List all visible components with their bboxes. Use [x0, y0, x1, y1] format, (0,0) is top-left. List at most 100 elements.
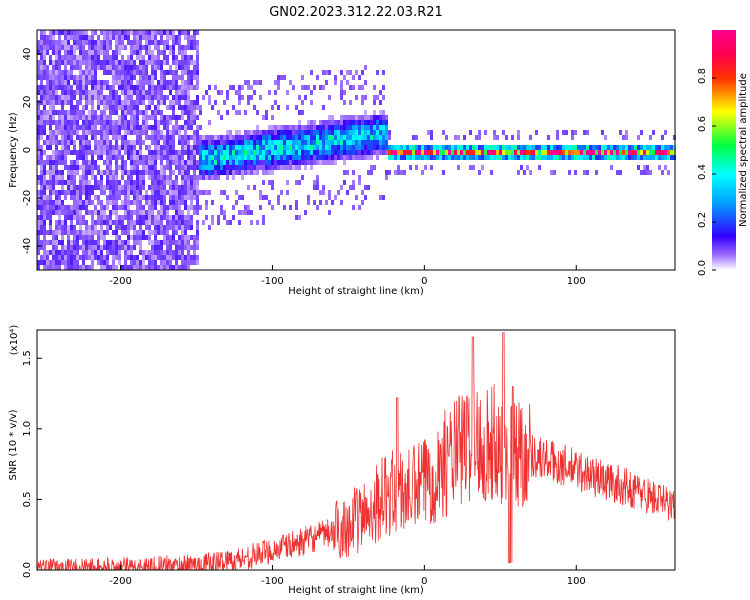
- spectrogram-cell: [544, 155, 547, 160]
- spectrogram-cell: [238, 160, 241, 165]
- spectrogram-cell: [148, 250, 151, 255]
- spectrogram-cell: [43, 110, 46, 115]
- spectrogram-cell: [628, 155, 631, 160]
- spectrogram-cell: [58, 35, 61, 40]
- spectrogram-cell: [151, 160, 154, 165]
- spectrogram-cell: [115, 100, 118, 105]
- spectrogram-cell: [79, 225, 82, 230]
- spectrogram-cell: [193, 110, 196, 115]
- spectrogram-cell: [295, 105, 298, 110]
- spectrogram-cell: [100, 180, 103, 185]
- spectrogram-cell: [190, 255, 193, 260]
- spectrogram-cell: [469, 130, 472, 135]
- spectrogram-cell: [346, 130, 349, 135]
- spectrogram-cell: [115, 30, 118, 35]
- spectrogram-cell: [340, 95, 343, 100]
- spectrogram-cell: [526, 165, 529, 170]
- spectrogram-cell: [169, 265, 172, 270]
- spectrogram-cell: [214, 175, 217, 180]
- spectrogram-cell: [217, 160, 220, 165]
- spectrogram-cell: [52, 170, 55, 175]
- spectrogram-cell: [325, 80, 328, 85]
- spectrogram-cell: [112, 200, 115, 205]
- spectrogram-cell: [106, 125, 109, 130]
- spectrogram-cell: [181, 210, 184, 215]
- spectrogram-cell: [655, 145, 658, 150]
- spectrogram-cell: [493, 150, 496, 155]
- spectrogram-cell: [214, 140, 217, 145]
- spectrogram-cell: [490, 170, 493, 175]
- spectrogram-cell: [409, 150, 412, 155]
- spectrogram-cell: [151, 50, 154, 55]
- spectrogram-cell: [190, 120, 193, 125]
- spectrogram-cell: [223, 160, 226, 165]
- spectrogram-cell: [88, 180, 91, 185]
- spectrogram-cell: [502, 145, 505, 150]
- spectrogram-cell: [73, 245, 76, 250]
- spectrogram-cell: [106, 30, 109, 35]
- spectrogram-cell: [325, 135, 328, 140]
- spectrogram-cell: [217, 220, 220, 225]
- spectrogram-cell: [160, 260, 163, 265]
- spectrogram-cell: [508, 145, 511, 150]
- spectrogram-cell: [112, 135, 115, 140]
- spectrogram-cell: [307, 85, 310, 90]
- spectrogram-cell: [133, 195, 136, 200]
- spectrogram-cell: [469, 145, 472, 150]
- spectrogram-cell: [40, 75, 43, 80]
- spectrogram-cell: [136, 220, 139, 225]
- spectrogram-cell: [193, 185, 196, 190]
- spectrogram-cell: [367, 135, 370, 140]
- spectrogram-cell: [223, 135, 226, 140]
- spectrogram-cell: [175, 165, 178, 170]
- spectrogram-cell: [55, 195, 58, 200]
- spectrogram-cell: [43, 260, 46, 265]
- spectrogram-cell: [436, 150, 439, 155]
- spectrogram-cell: [607, 155, 610, 160]
- spectrogram-cell: [121, 125, 124, 130]
- spectrogram-cell: [118, 180, 121, 185]
- spectrogram-cell: [142, 160, 145, 165]
- spectrogram-cell: [208, 155, 211, 160]
- spectrogram-cell: [160, 65, 163, 70]
- spectrogram-cell: [64, 90, 67, 95]
- spectrogram-cell: [424, 150, 427, 155]
- spectrogram-cell: [115, 165, 118, 170]
- spectrogram-cell: [76, 120, 79, 125]
- spectrogram-cell: [91, 95, 94, 100]
- spectrogram-cell: [160, 240, 163, 245]
- spectrogram-cell: [229, 140, 232, 145]
- spectrogram-cell: [511, 155, 514, 160]
- spectrogram-cell: [238, 155, 241, 160]
- spectrogram-cell: [346, 125, 349, 130]
- spectrogram-cell: [187, 160, 190, 165]
- spectrogram-cell: [622, 150, 625, 155]
- spectrogram-cell: [169, 70, 172, 75]
- spectrogram-cell: [40, 95, 43, 100]
- spectrogram-cell: [304, 150, 307, 155]
- spectrogram-cell: [574, 155, 577, 160]
- spectrogram-cell: [355, 115, 358, 120]
- spectrogram-cell: [427, 150, 430, 155]
- spectrogram-cell: [40, 240, 43, 245]
- spectrogram-cell: [43, 265, 46, 270]
- spectrogram-cell: [61, 125, 64, 130]
- spectrogram-cell: [43, 175, 46, 180]
- spectrogram-cell: [250, 145, 253, 150]
- spectrogram-cell: [211, 155, 214, 160]
- spectrogram-cell: [67, 215, 70, 220]
- spectrogram-cell: [433, 150, 436, 155]
- spectrogram-cell: [478, 145, 481, 150]
- spectrogram-cell: [235, 130, 238, 135]
- spectrogram-cell: [478, 135, 481, 140]
- spectrogram-cell: [178, 255, 181, 260]
- spectrogram-cell: [343, 180, 346, 185]
- spectrogram-cell: [64, 135, 67, 140]
- spectrogram-cell: [601, 145, 604, 150]
- spectrogram-cell: [163, 40, 166, 45]
- spectrogram-cell: [346, 115, 349, 120]
- spectrogram-cell: [37, 200, 40, 205]
- spectrogram-cell: [142, 215, 145, 220]
- spectrogram-cell: [49, 115, 52, 120]
- spectrogram-cell: [340, 70, 343, 75]
